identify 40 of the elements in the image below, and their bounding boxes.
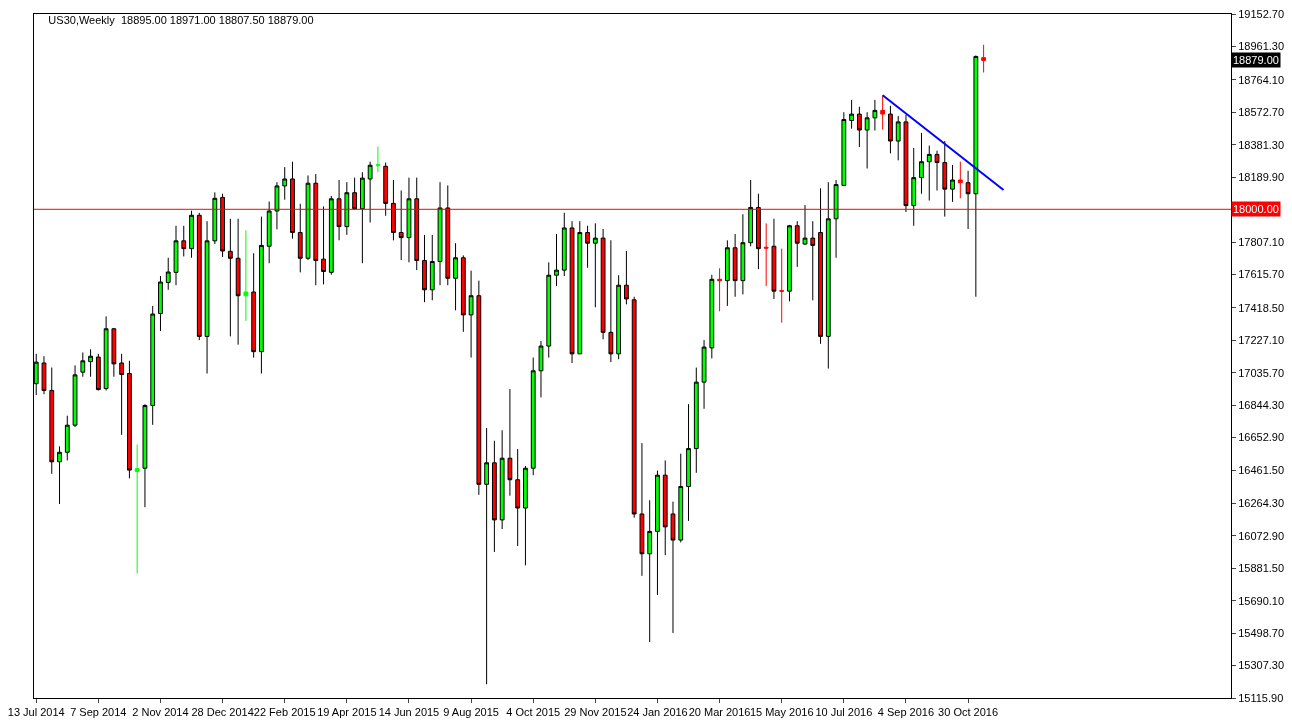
x-tick-label: 20 Mar 2016 [688,706,751,719]
ref-line-label: 18000.00 [1233,203,1279,215]
y-tick-label: 18961.30 [1238,40,1285,53]
y-tick-label: 19152.70 [1238,7,1285,20]
x-tick-label: 19 Apr 2015 [317,706,377,719]
y-tick-label: 16072.90 [1238,529,1285,542]
x-tick-label: 7 Sep 2014 [70,706,127,719]
y-tick-label: 15115.90 [1238,691,1284,704]
x-tick-label: 10 Jul 2016 [815,706,873,719]
x-tick-label: 29 Nov 2015 [564,706,627,719]
x-tick-label: 28 Dec 2014 [191,706,254,719]
y-tick-label: 17035.70 [1238,366,1285,379]
y-tick-label: 15498.70 [1238,626,1285,639]
y-tick-label: 16844.30 [1238,398,1285,411]
y-tick-label: 16264.30 [1238,497,1285,510]
y-tick-label: 16652.90 [1238,431,1285,444]
x-tick-label: 14 Jun 2015 [378,706,440,719]
y-tick-label: 18572.70 [1238,106,1285,119]
x-tick-label: 4 Sep 2016 [877,706,935,719]
x-tick-label: 4 Oct 2015 [506,706,561,719]
x-tick-label: 24 Jan 2016 [627,706,688,719]
x-tick-label: 15 May 2016 [749,706,814,719]
y-tick-label: 17615.70 [1238,268,1285,281]
y-tick-label: 15690.10 [1238,594,1285,607]
y-tick-label: 17227.10 [1238,334,1285,347]
x-tick-label: 30 Oct 2016 [938,706,999,719]
x-tick-label: 2 Nov 2014 [132,706,189,719]
text: 18879.00 [1233,54,1279,66]
y-tick-label: 15881.50 [1238,562,1285,575]
y-tick-label: 15307.30 [1238,659,1285,672]
y-tick-label: 17807.10 [1238,235,1285,248]
y-tick-label: 18764.10 [1238,73,1285,86]
x-tick-label: 9 Aug 2015 [443,706,499,719]
y-tick-label: 18381.30 [1238,138,1285,151]
y-tick-label: 18189.90 [1238,170,1285,183]
y-tick-label: 16461.50 [1238,463,1285,476]
x-tick-label: 22 Feb 2015 [253,706,316,719]
chart-title: US30,Weekly 18895.00 18971.00 18807.50 18879.00 [48,13,314,26]
x-tick-label: 13 Jul 2014 [7,706,65,719]
y-tick-label: 17418.50 [1238,301,1285,314]
